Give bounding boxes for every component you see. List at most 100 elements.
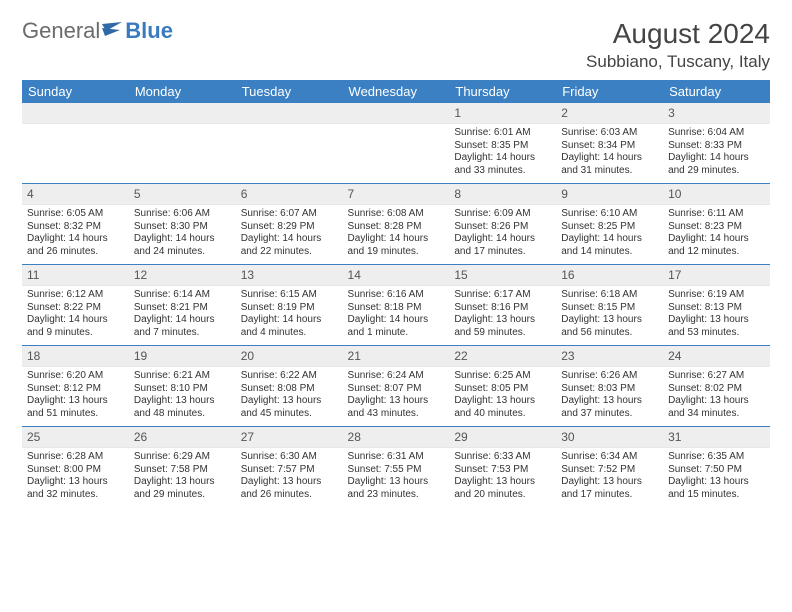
day-number	[129, 103, 236, 124]
day-details	[22, 124, 129, 182]
calendar-cell: 20Sunrise: 6:22 AMSunset: 8:08 PMDayligh…	[236, 346, 343, 427]
sunset-line: Sunset: 8:35 PM	[454, 140, 551, 153]
sunset-line: Sunset: 8:00 PM	[27, 464, 124, 477]
daylight-line: Daylight: 13 hours and 51 minutes.	[27, 395, 124, 420]
daylight-line: Daylight: 13 hours and 17 minutes.	[561, 476, 658, 501]
sunrise-line: Sunrise: 6:35 AM	[668, 451, 765, 464]
day-number: 13	[236, 265, 343, 286]
sunrise-line: Sunrise: 6:14 AM	[134, 289, 231, 302]
sunset-line: Sunset: 8:13 PM	[668, 302, 765, 315]
sunset-line: Sunset: 8:03 PM	[561, 383, 658, 396]
header: General Blue August 2024 Subbiano, Tusca…	[22, 18, 770, 72]
day-number: 23	[556, 346, 663, 367]
sunset-line: Sunset: 8:12 PM	[27, 383, 124, 396]
sunrise-line: Sunrise: 6:20 AM	[27, 370, 124, 383]
sunrise-line: Sunrise: 6:11 AM	[668, 208, 765, 221]
sunrise-line: Sunrise: 6:16 AM	[348, 289, 445, 302]
calendar-cell: 10Sunrise: 6:11 AMSunset: 8:23 PMDayligh…	[663, 184, 770, 265]
weekday-header: Sunday	[22, 80, 129, 103]
day-details	[129, 124, 236, 182]
daylight-line: Daylight: 13 hours and 43 minutes.	[348, 395, 445, 420]
calendar-cell: 23 Sunrise: 6:26 AMSunset: 8:03 PMDayligh…	[556, 346, 663, 427]
daylight-line: Daylight: 13 hours and 40 minutes.	[454, 395, 551, 420]
day-number: 8	[449, 184, 556, 205]
day-number: 27	[236, 427, 343, 448]
day-details: Sunrise: 6:16 AMSunset: 8:18 PMDaylight:…	[343, 286, 450, 345]
calendar-body: 1Sunrise: 6:01 AMSunset: 8:35 PMDaylight…	[22, 103, 770, 507]
calendar-cell: 18 Sunrise: 6:20 AMSunset: 8:12 PMDayligh…	[22, 346, 129, 427]
weekday-header: Tuesday	[236, 80, 343, 103]
sunset-line: Sunset: 8:02 PM	[668, 383, 765, 396]
location: Subbiano, Tuscany, Italy	[586, 52, 770, 72]
day-number: 11	[22, 265, 129, 286]
sunrise-line: Sunrise: 6:22 AM	[241, 370, 338, 383]
sunrise-line: Sunrise: 6:17 AM	[454, 289, 551, 302]
weekday-header: Monday	[129, 80, 236, 103]
sunrise-line: Sunrise: 6:05 AM	[27, 208, 124, 221]
day-number: 26	[129, 427, 236, 448]
daylight-line: Daylight: 14 hours and 33 minutes.	[454, 152, 551, 177]
day-details: Sunrise: 6:17 AMSunset: 8:16 PMDaylight:…	[449, 286, 556, 345]
calendar-cell: 4Sunrise: 6:05 AMSunset: 8:32 PMDaylight…	[22, 184, 129, 265]
sunrise-line: Sunrise: 6:09 AM	[454, 208, 551, 221]
calendar-cell	[236, 103, 343, 184]
weekday-header: Wednesday	[343, 80, 450, 103]
brand-part2: Blue	[125, 18, 173, 44]
calendar-week-row: 4Sunrise: 6:05 AMSunset: 8:32 PMDaylight…	[22, 184, 770, 265]
calendar-cell: 5Sunrise: 6:06 AMSunset: 8:30 PMDaylight…	[129, 184, 236, 265]
daylight-line: Daylight: 13 hours and 23 minutes.	[348, 476, 445, 501]
day-details: Sunrise: 6:14 AMSunset: 8:21 PMDaylight:…	[129, 286, 236, 345]
calendar-cell: 13Sunrise: 6:15 AMSunset: 8:19 PMDayligh…	[236, 265, 343, 346]
daylight-line: Daylight: 13 hours and 29 minutes.	[134, 476, 231, 501]
day-details: Sunrise: 6:09 AMSunset: 8:26 PMDaylight:…	[449, 205, 556, 264]
sunrise-line: Sunrise: 6:19 AM	[668, 289, 765, 302]
day-details: Sunrise: 6:24 AMSunset: 8:07 PMDaylight:…	[343, 367, 450, 426]
calendar-cell: 7Sunrise: 6:08 AMSunset: 8:28 PMDaylight…	[343, 184, 450, 265]
day-details: Sunrise: 6:25 AMSunset: 8:05 PMDaylight:…	[449, 367, 556, 426]
sunset-line: Sunset: 8:18 PM	[348, 302, 445, 315]
day-number: 18	[22, 346, 129, 367]
daylight-line: Daylight: 13 hours and 53 minutes.	[668, 314, 765, 339]
sunset-line: Sunset: 8:32 PM	[27, 221, 124, 234]
sunset-line: Sunset: 7:52 PM	[561, 464, 658, 477]
sunrise-line: Sunrise: 6:07 AM	[241, 208, 338, 221]
weekday-header: Saturday	[663, 80, 770, 103]
sunset-line: Sunset: 7:50 PM	[668, 464, 765, 477]
day-number: 31	[663, 427, 770, 448]
day-details	[343, 124, 450, 182]
calendar-table: SundayMondayTuesdayWednesdayThursdayFrid…	[22, 80, 770, 507]
calendar-week-row: 1Sunrise: 6:01 AMSunset: 8:35 PMDaylight…	[22, 103, 770, 184]
daylight-line: Daylight: 13 hours and 37 minutes.	[561, 395, 658, 420]
day-details: Sunrise: 6:06 AMSunset: 8:30 PMDaylight:…	[129, 205, 236, 264]
day-details: Sunrise: 6:28 AMSunset: 8:00 PMDaylight:…	[22, 448, 129, 507]
day-details: Sunrise: 6:18 AMSunset: 8:15 PMDaylight:…	[556, 286, 663, 345]
sunset-line: Sunset: 8:22 PM	[27, 302, 124, 315]
flag-icon	[102, 22, 124, 40]
daylight-line: Daylight: 14 hours and 7 minutes.	[134, 314, 231, 339]
day-number: 16	[556, 265, 663, 286]
calendar-cell	[343, 103, 450, 184]
sunrise-line: Sunrise: 6:26 AM	[561, 370, 658, 383]
day-number	[236, 103, 343, 124]
day-number: 22	[449, 346, 556, 367]
day-number: 17	[663, 265, 770, 286]
sunset-line: Sunset: 8:34 PM	[561, 140, 658, 153]
sunrise-line: Sunrise: 6:18 AM	[561, 289, 658, 302]
daylight-line: Daylight: 14 hours and 24 minutes.	[134, 233, 231, 258]
calendar-cell: 6Sunrise: 6:07 AMSunset: 8:29 PMDaylight…	[236, 184, 343, 265]
sunrise-line: Sunrise: 6:08 AM	[348, 208, 445, 221]
day-details: Sunrise: 6:15 AMSunset: 8:19 PMDaylight:…	[236, 286, 343, 345]
title-block: August 2024 Subbiano, Tuscany, Italy	[586, 18, 770, 72]
sunset-line: Sunset: 8:33 PM	[668, 140, 765, 153]
day-number: 12	[129, 265, 236, 286]
day-details: Sunrise: 6:29 AMSunset: 7:58 PMDaylight:…	[129, 448, 236, 507]
day-number: 20	[236, 346, 343, 367]
calendar-cell: 26Sunrise: 6:29 AMSunset: 7:58 PMDayligh…	[129, 427, 236, 508]
calendar-cell: 16Sunrise: 6:18 AMSunset: 8:15 PMDayligh…	[556, 265, 663, 346]
daylight-line: Daylight: 14 hours and 12 minutes.	[668, 233, 765, 258]
daylight-line: Daylight: 14 hours and 26 minutes.	[27, 233, 124, 258]
day-number: 28	[343, 427, 450, 448]
sunset-line: Sunset: 8:10 PM	[134, 383, 231, 396]
calendar-cell: 17 Sunrise: 6:19 AMSunset: 8:13 PMDayligh…	[663, 265, 770, 346]
calendar-cell: 30Sunrise: 6:34 AMSunset: 7:52 PMDayligh…	[556, 427, 663, 508]
